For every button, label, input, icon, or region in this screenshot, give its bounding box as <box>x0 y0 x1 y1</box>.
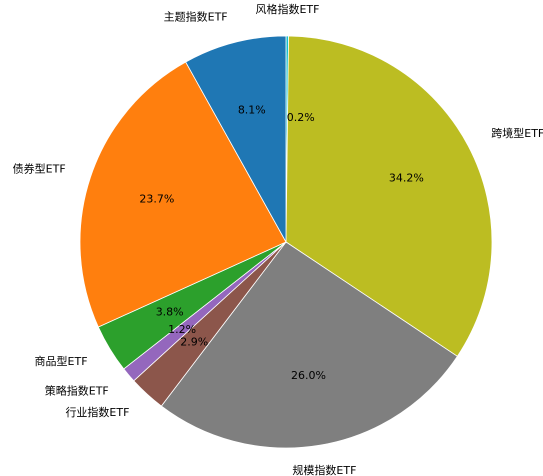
percent-label-3: 26.0% <box>291 369 326 382</box>
percent-label-5: 1.2% <box>168 323 196 336</box>
percent-label-7: 23.7% <box>139 192 174 205</box>
pie-slice-8 <box>185 35 287 244</box>
category-label-5: 策略指数ETF <box>45 384 109 398</box>
pie-slice-3 <box>160 241 458 449</box>
pie-slice-7 <box>79 61 287 328</box>
percent-labels: 0.2% 34.2% 26.0% 2.9%1.2% 3.8% 23.7% 8.1% <box>139 103 423 382</box>
category-label-3: 规模指数ETF <box>292 463 356 476</box>
percent-label-2: 34.2% <box>389 172 424 185</box>
category-label-4: 行业指数ETF <box>65 405 129 419</box>
category-label-7: 债券型ETF <box>13 161 66 175</box>
category-label-6: 商品型ETF <box>35 354 88 368</box>
category-label-2: 跨境型ETF <box>491 126 543 140</box>
category-label-8: 主题指数ETF <box>164 9 228 23</box>
percent-label-1: 0.2% <box>287 111 315 124</box>
percent-label-4: 2.9% <box>180 335 208 348</box>
category-labels: 风格指数ETF 跨境型ETF 规模指数ETF 行业指数ETF 策略指数ETF 商品型ETF… <box>13 2 543 476</box>
pie-slices <box>79 35 493 449</box>
category-label-1: 风格指数ETF <box>255 2 319 16</box>
percent-label-8: 8.1% <box>238 103 266 116</box>
percent-label-6: 3.8% <box>156 305 184 318</box>
